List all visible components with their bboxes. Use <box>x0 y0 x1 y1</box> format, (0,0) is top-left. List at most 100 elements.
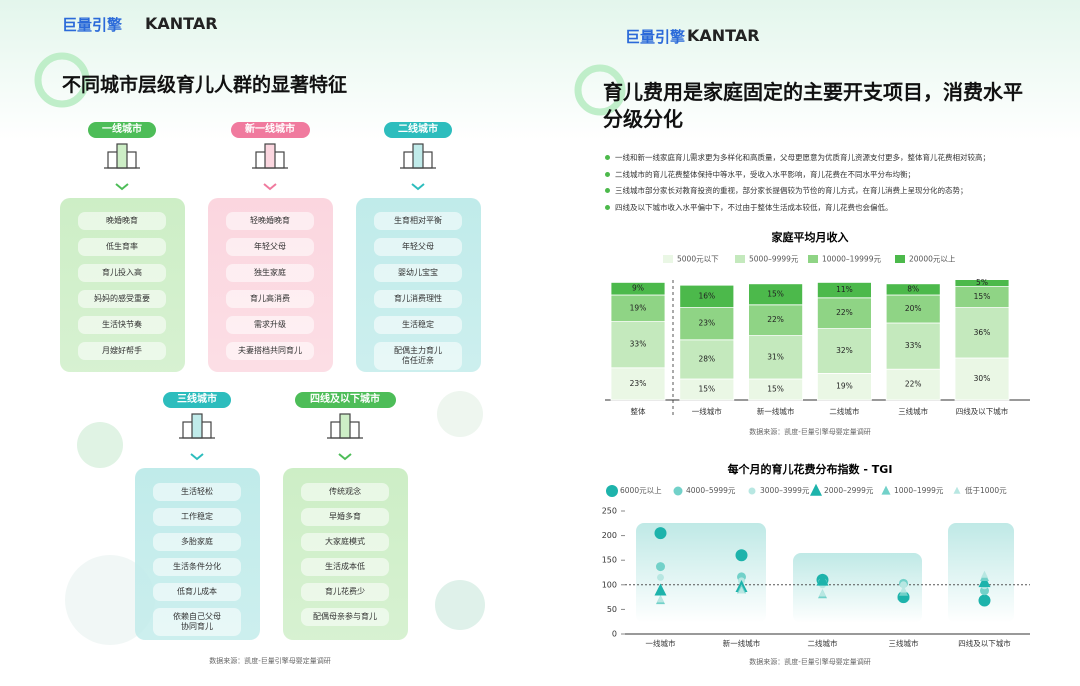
x-tick-label: 二线城市 <box>808 638 838 648</box>
data-label: 32% <box>836 346 853 355</box>
bar-segment <box>885 322 941 370</box>
bar-segment <box>679 284 735 309</box>
group-header: 新一线城市 <box>230 122 310 138</box>
highlight-band <box>793 553 922 623</box>
chevron <box>263 183 277 191</box>
legend-swatch <box>808 255 818 263</box>
legend-label: 低于1000元 <box>965 485 1007 495</box>
bullet-dot <box>605 204 610 210</box>
marker <box>654 527 667 540</box>
bullet-text: 二线城市的育儿花费整体保持中等水平，受收入水平影响，育儿花费在不同水平分布均衡； <box>615 169 915 179</box>
bar-segment <box>610 367 666 401</box>
title-decor <box>34 52 90 108</box>
title-decor <box>574 64 626 116</box>
group-item: 月嫂好帮手 <box>78 342 166 360</box>
decor-circle <box>77 422 123 468</box>
city-icon <box>191 413 203 439</box>
group-item: 依赖自己父母 协同育儿 <box>153 608 241 636</box>
group-item: 年轻父母 <box>226 238 314 256</box>
x-tick-label: 一线城市 <box>692 406 722 416</box>
source: 数据来源：凯度-巨量引擎母婴定量调研 <box>749 658 871 666</box>
legend-label: 2000–2999元 <box>824 486 874 495</box>
group-item: 低生育率 <box>78 238 166 256</box>
bar-segment <box>954 279 1010 288</box>
bullet-text: 一线和新一线家庭育儿需求更为多样化和高质量，父母更愿意为优质育儿资源支付更多，整… <box>615 153 990 162</box>
marker <box>881 485 891 495</box>
group-item: 婴幼儿宝宝 <box>374 264 462 282</box>
x-tick-label: 四线及以下城市 <box>958 638 1011 648</box>
marker <box>816 573 829 586</box>
x-tick-label: 二线城市 <box>829 406 859 416</box>
title: 不同城市层级育儿人群的显著特征 <box>62 74 348 96</box>
city-icon <box>339 413 351 439</box>
group-item: 育儿投入高 <box>78 264 166 282</box>
marker <box>981 570 988 578</box>
group-item: 育儿高消费 <box>226 290 314 308</box>
data-label: 31% <box>767 352 784 361</box>
marker <box>748 487 756 495</box>
city-icon <box>412 143 424 169</box>
marker <box>738 586 745 594</box>
brand: KANTAR <box>145 14 218 33</box>
source: 数据来源：凯度-巨量引擎母婴定量调研 <box>749 428 871 436</box>
data-label: 8% <box>907 284 919 293</box>
y-tick-label: 200 <box>602 531 617 540</box>
bar-segment <box>679 339 735 380</box>
marker <box>735 549 748 562</box>
data-label: 9% <box>632 284 644 293</box>
chart-title: 家庭平均月收入 <box>772 230 849 244</box>
data-label: 20% <box>905 304 922 313</box>
city-icon <box>264 143 276 169</box>
logo: 巨量引擎 <box>625 28 686 46</box>
legend-swatch <box>735 255 745 263</box>
bullet-dot <box>605 171 610 177</box>
marker <box>978 594 991 607</box>
x-tick-label: 三线城市 <box>898 406 928 416</box>
data-label: 22% <box>767 315 784 324</box>
group-card: 生活轻松 工作稳定 多胎家庭 生活条件分化 低育儿成本 依赖自己父母 协同育儿 <box>135 468 260 640</box>
group-item: 晚婚晚育 <box>78 212 166 230</box>
group-item: 生活轻松 <box>153 483 241 501</box>
bar-segment <box>954 307 1010 359</box>
bar-segment <box>748 335 803 380</box>
logo: 巨量引擎 <box>62 16 123 34</box>
x-tick-label: 整体 <box>631 406 646 416</box>
marker <box>900 581 907 589</box>
bar-segment <box>817 372 872 401</box>
decor-circle <box>435 580 485 630</box>
group-item: 育儿消费理性 <box>374 290 462 308</box>
bar-segment <box>954 357 1010 401</box>
group-item: 生活稳定 <box>374 316 462 334</box>
group-card: 晚婚晚育低生育率育儿投入高妈妈的感受重要 生活快节奏月嫂好帮手 <box>60 198 185 372</box>
group-item: 配偶主力育儿 信任近亲 <box>374 342 462 370</box>
marker <box>810 483 822 496</box>
group-card: 生育相对平衡 年轻父母 婴幼儿宝宝 育儿消费理性 生活稳定 配偶主力育儿 信任近亲 <box>356 198 481 372</box>
marker <box>606 485 618 497</box>
x-tick-label: 一线城市 <box>646 638 676 648</box>
x-tick-label: 四线及以下城市 <box>956 406 1009 416</box>
group-item: 生活快节奏 <box>78 316 166 334</box>
group-item: 育儿花费少 <box>301 583 389 601</box>
group-item: 早婚多育 <box>301 508 389 526</box>
bullet-dot <box>605 188 610 193</box>
y-tick-label: 50 <box>607 605 617 614</box>
bar-segment <box>610 321 666 369</box>
group-item: 生育相对平衡 <box>374 212 462 230</box>
data-label: 15% <box>698 385 715 394</box>
y-tick-label: 150 <box>602 556 617 565</box>
x-tick-label: 新一线城市 <box>757 406 795 416</box>
group-item: 妈妈的感受重要 <box>78 290 166 308</box>
legend-swatch <box>895 255 905 263</box>
legend-label: 10000–19999元 <box>822 255 881 264</box>
group-item: 需求升级 <box>226 316 314 334</box>
bar-segment <box>748 304 803 336</box>
data-label: 33% <box>630 340 647 349</box>
bar-segment <box>679 307 735 341</box>
group-item: 生活条件分化 <box>153 558 241 576</box>
data-label: 11% <box>836 285 853 294</box>
data-label: 22% <box>836 308 853 317</box>
chevron <box>115 183 129 191</box>
data-label: 15% <box>974 292 991 301</box>
